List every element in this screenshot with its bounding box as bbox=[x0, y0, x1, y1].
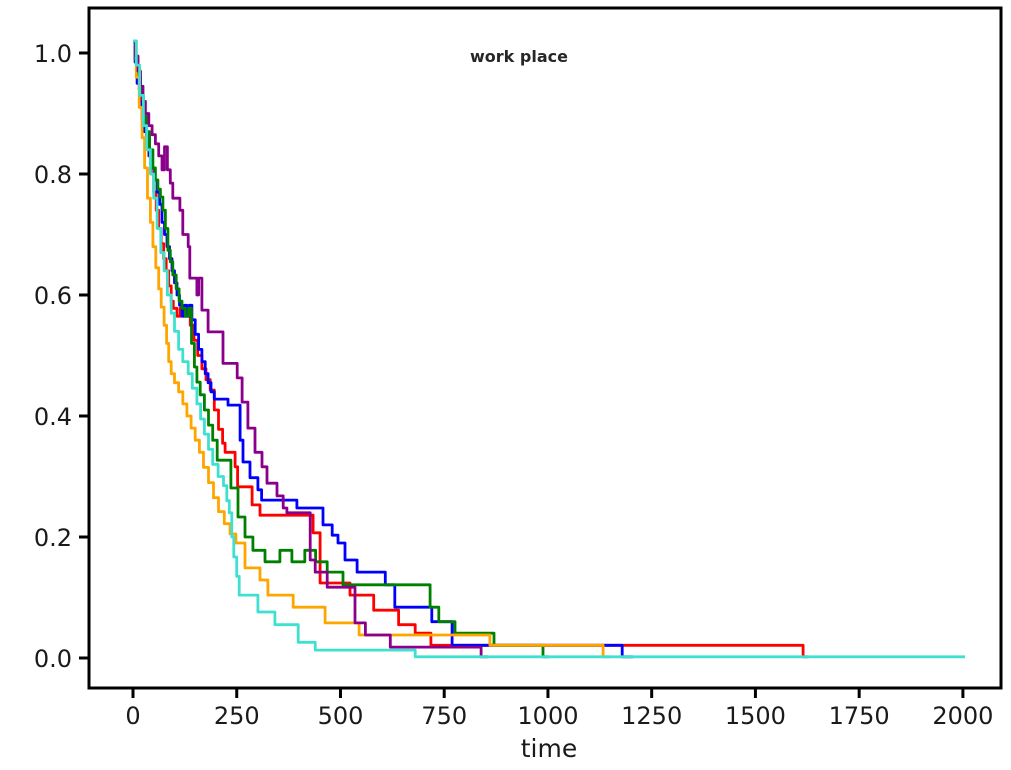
series-blue-line bbox=[133, 39, 633, 659]
y-axis-ticks: 0.0 0.2 0.4 0.6 0.8 1.0 bbox=[34, 40, 89, 673]
x-tick-label: 1250 bbox=[621, 702, 682, 730]
y-tick-label: 0.0 bbox=[34, 645, 72, 673]
x-tick-label: 0 bbox=[125, 702, 140, 730]
series-purple-line bbox=[133, 39, 489, 659]
series-red-line bbox=[133, 39, 809, 659]
chart-title: work place bbox=[470, 47, 568, 66]
y-tick-label: 0.4 bbox=[34, 403, 72, 431]
x-tick-label: 1750 bbox=[829, 702, 890, 730]
y-tick-label: 0.6 bbox=[34, 282, 72, 310]
series-green-line bbox=[133, 39, 549, 659]
series-turquoise-line bbox=[133, 39, 965, 659]
y-tick-label: 0.2 bbox=[34, 524, 72, 552]
plot-frame bbox=[87, 6, 1003, 690]
series-orange-line bbox=[133, 39, 611, 659]
x-tick-label: 500 bbox=[318, 702, 364, 730]
curve-group bbox=[133, 39, 965, 659]
x-axis-label: time bbox=[521, 734, 577, 763]
x-tick-label: 750 bbox=[421, 702, 467, 730]
x-tick-label: 2000 bbox=[932, 702, 993, 730]
x-tick-label: 1500 bbox=[725, 702, 786, 730]
x-tick-label: 1000 bbox=[517, 702, 578, 730]
y-tick-label: 1.0 bbox=[34, 40, 72, 68]
y-tick-label: 0.8 bbox=[34, 161, 72, 189]
x-axis-ticks: 0 250 500 750 1000 1250 1500 1750 2000 bbox=[125, 688, 993, 730]
x-tick-label: 250 bbox=[214, 702, 260, 730]
